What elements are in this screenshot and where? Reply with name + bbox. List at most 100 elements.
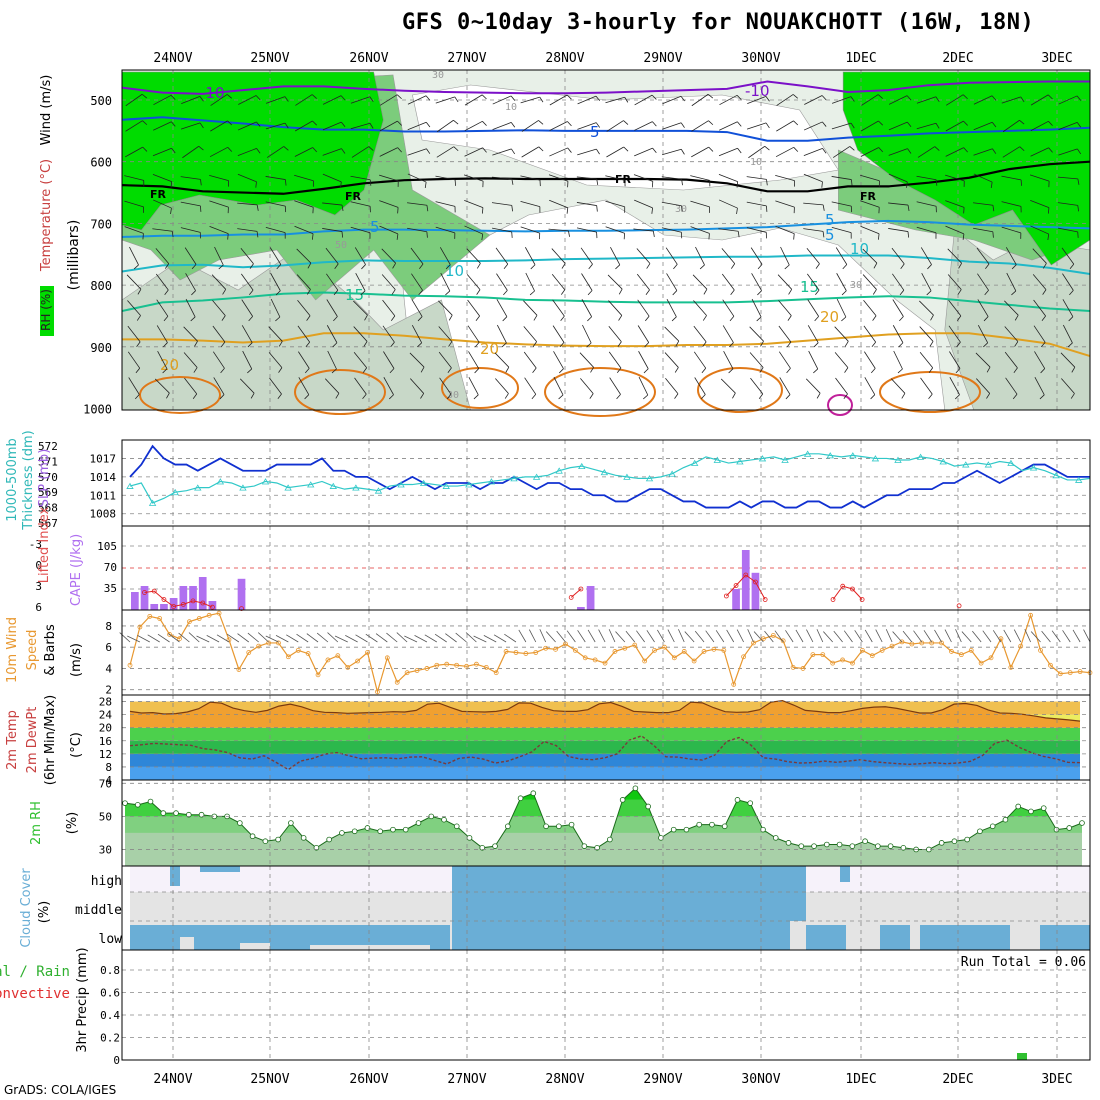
wind-barb bbox=[439, 377, 452, 395]
rh2m-marker bbox=[288, 820, 294, 826]
wind-barb bbox=[326, 325, 338, 343]
wind-barb-flag bbox=[842, 264, 848, 270]
wind-barb bbox=[1002, 119, 1020, 133]
isotherm-25-contour bbox=[139, 376, 221, 414]
wind-barb bbox=[719, 94, 738, 106]
wind-barb bbox=[722, 325, 734, 343]
wind-barb bbox=[327, 350, 337, 370]
wind-barb-flag bbox=[255, 181, 257, 188]
wind-barb bbox=[381, 274, 396, 290]
wind-barb bbox=[209, 175, 229, 181]
wind-speed-marker bbox=[513, 650, 519, 655]
wind-barb bbox=[721, 248, 736, 264]
wind-barb bbox=[322, 228, 343, 232]
wind-barb bbox=[750, 247, 763, 265]
isotherm-10 bbox=[121, 254, 1091, 275]
wind-speed-marker bbox=[355, 658, 361, 664]
rh2m-tick: 70 bbox=[99, 777, 112, 790]
wind-barb-flag bbox=[481, 234, 484, 241]
wind-barb bbox=[129, 246, 139, 266]
wind-barb bbox=[181, 96, 201, 104]
wind-tick: 2 bbox=[105, 684, 112, 697]
date-label-bottom: 30NOV bbox=[741, 1072, 780, 1087]
wind-barb-flag bbox=[651, 207, 654, 214]
wind-barb bbox=[296, 248, 312, 264]
contour-label: FR bbox=[150, 188, 167, 201]
wind-barb bbox=[407, 121, 427, 131]
wind-barb bbox=[860, 120, 879, 132]
wind-barb bbox=[265, 122, 286, 130]
legend-2m-temp: 2m Temp bbox=[5, 710, 20, 770]
wind10-barb bbox=[465, 632, 477, 643]
wind10-barb bbox=[1024, 629, 1031, 643]
wind-barb bbox=[834, 326, 849, 342]
thickness-marker bbox=[487, 478, 496, 485]
wind-barb bbox=[548, 174, 569, 182]
wind-speed-marker bbox=[820, 652, 826, 658]
axis-title-precip: 3hr Precip (mm) bbox=[75, 947, 90, 1052]
wind-barb bbox=[549, 94, 568, 106]
cape-bar bbox=[131, 592, 139, 610]
wind-barb-flag bbox=[560, 289, 566, 295]
wind-barb-flag bbox=[284, 122, 289, 129]
wind-barb bbox=[407, 202, 427, 206]
wind-barb bbox=[863, 299, 877, 317]
wind-barb bbox=[976, 378, 990, 394]
wind10-barb bbox=[396, 632, 408, 643]
wind-barb-flag bbox=[256, 204, 259, 211]
rh-contour-label: 30 bbox=[675, 204, 687, 215]
wind10-barb bbox=[528, 629, 537, 643]
wind-barb bbox=[577, 148, 597, 156]
cape-bar bbox=[160, 604, 168, 610]
wind-barb bbox=[693, 351, 707, 369]
temp2m-area bbox=[130, 700, 1080, 728]
thickness-marker bbox=[329, 482, 338, 489]
wind-barb-flag bbox=[729, 342, 734, 348]
wind-speed-marker bbox=[869, 653, 875, 659]
contour-label: FR bbox=[345, 190, 362, 203]
wind-barb-flag bbox=[595, 122, 601, 128]
wind10-barb bbox=[972, 630, 982, 643]
wind-barb bbox=[581, 299, 592, 317]
wind-barb bbox=[1001, 226, 1021, 234]
thickness-tick: 567 bbox=[38, 517, 58, 530]
rh2m-marker bbox=[645, 803, 651, 810]
wind-barb bbox=[180, 176, 201, 180]
wind-barb bbox=[1034, 376, 1045, 396]
wind-barb-flag bbox=[533, 315, 538, 321]
wind-barb-flag bbox=[420, 393, 425, 399]
wind-barb bbox=[464, 225, 483, 235]
wind-barb-flag bbox=[814, 316, 819, 322]
wind-barb-flag bbox=[170, 181, 173, 188]
wind-barb-flag bbox=[737, 121, 742, 127]
wind-barb-flag bbox=[1070, 393, 1075, 399]
wind10-barb bbox=[667, 629, 675, 643]
wind-barb bbox=[1032, 248, 1047, 264]
wind-barb bbox=[525, 247, 536, 265]
wind-barb-flag bbox=[934, 146, 940, 151]
wind-barb-flag bbox=[841, 316, 847, 322]
rh2m-marker bbox=[823, 841, 830, 848]
date-label-top: 26NOV bbox=[349, 51, 388, 66]
li-marker bbox=[743, 572, 749, 578]
wind-barb-flag bbox=[171, 148, 176, 154]
wind-tick: 4 bbox=[105, 662, 112, 675]
wind-barb-flag bbox=[248, 316, 253, 322]
wind-speed-marker bbox=[1028, 612, 1034, 618]
wind-barb bbox=[831, 227, 852, 233]
wind-speed-marker bbox=[533, 650, 539, 655]
wind-barb bbox=[633, 174, 653, 182]
wind-barb bbox=[719, 121, 738, 131]
wind-barb bbox=[973, 202, 993, 206]
wind-speed-marker bbox=[691, 658, 697, 664]
wind-speed-marker bbox=[1018, 643, 1024, 649]
wind-speed-marker bbox=[701, 649, 707, 654]
wind-barb bbox=[608, 351, 622, 369]
wind-speed-marker bbox=[473, 661, 479, 667]
wind-barb bbox=[241, 325, 253, 343]
wind-barb bbox=[182, 145, 200, 159]
wind-barb-flag bbox=[418, 290, 423, 296]
wind10-barb bbox=[992, 630, 1002, 643]
rh2m-marker bbox=[964, 836, 970, 843]
wind-barb-flag bbox=[736, 95, 742, 100]
